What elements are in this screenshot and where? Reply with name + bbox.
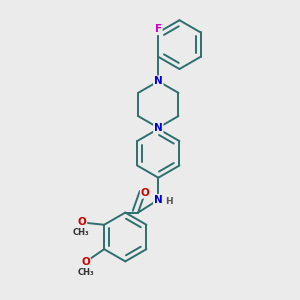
Text: O: O [81, 257, 90, 267]
Text: N: N [154, 195, 163, 205]
Text: O: O [141, 188, 149, 198]
Text: O: O [78, 218, 86, 227]
Text: CH₃: CH₃ [73, 228, 89, 237]
Text: F: F [155, 24, 162, 34]
Text: N: N [154, 123, 163, 133]
Text: CH₃: CH₃ [78, 268, 94, 277]
Text: N: N [154, 76, 163, 86]
Text: H: H [165, 197, 173, 206]
